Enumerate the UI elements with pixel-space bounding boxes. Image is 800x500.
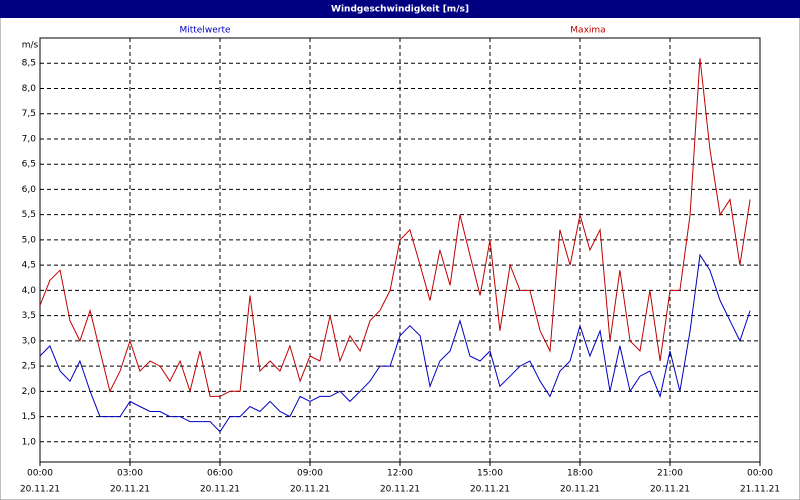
y-tick-label: 6,5 bbox=[22, 160, 36, 170]
x-tick-date: 20.11.21 bbox=[200, 485, 240, 495]
x-tick-label: 18:00 bbox=[567, 469, 593, 479]
title-bar bbox=[0, 0, 800, 18]
y-tick-label: 7,0 bbox=[22, 134, 37, 144]
y-tick-label: 8,0 bbox=[22, 84, 37, 94]
data-line bbox=[39, 58, 751, 397]
y-tick-label: 3,0 bbox=[22, 336, 37, 346]
y-tick-label: 2,0 bbox=[22, 387, 37, 397]
y-tick-label: 8,5 bbox=[22, 59, 36, 69]
y-tick-label: 3,5 bbox=[22, 311, 36, 321]
x-tick-date: 21.11.21 bbox=[740, 485, 780, 495]
y-tick-label: 5,5 bbox=[22, 210, 36, 220]
x-tick-label: 09:00 bbox=[297, 469, 323, 479]
x-tick-label: 03:00 bbox=[117, 469, 143, 479]
x-tick-label: 12:00 bbox=[387, 469, 413, 479]
y-tick-label: 4,5 bbox=[22, 261, 36, 271]
y-tick-label: 1,0 bbox=[22, 437, 37, 447]
y-tick-label: 6,0 bbox=[22, 185, 37, 195]
legend-entry: Maxima bbox=[570, 26, 605, 36]
x-tick-date: 20.11.21 bbox=[470, 485, 510, 495]
x-tick-date: 20.11.21 bbox=[20, 485, 60, 495]
legend-entry: Mittelwerte bbox=[179, 26, 230, 36]
x-tick-label: 15:00 bbox=[477, 469, 503, 479]
x-tick-date: 20.11.21 bbox=[380, 485, 420, 495]
x-tick-date: 20.11.21 bbox=[110, 485, 150, 495]
y-tick-label: 4,0 bbox=[22, 286, 37, 296]
x-tick-date: 20.11.21 bbox=[290, 485, 330, 495]
x-tick-label: 00:00 bbox=[747, 469, 773, 479]
x-tick-label: 06:00 bbox=[207, 469, 233, 479]
y-tick-label: 2,5 bbox=[22, 362, 36, 372]
data-line bbox=[39, 253, 751, 433]
x-tick-date: 20.11.21 bbox=[560, 485, 600, 495]
y-tick-label: 7,5 bbox=[22, 109, 36, 119]
chart-title: Windgeschwindigkeit [m/s] bbox=[331, 5, 469, 15]
x-tick-date: 20.11.21 bbox=[650, 485, 690, 495]
x-tick-label: 21:00 bbox=[657, 469, 683, 479]
y-axis-label: m/s bbox=[22, 41, 39, 51]
y-tick-label: 5,0 bbox=[22, 235, 37, 245]
y-tick-label: 1,5 bbox=[22, 412, 36, 422]
x-tick-label: 00:00 bbox=[27, 469, 53, 479]
